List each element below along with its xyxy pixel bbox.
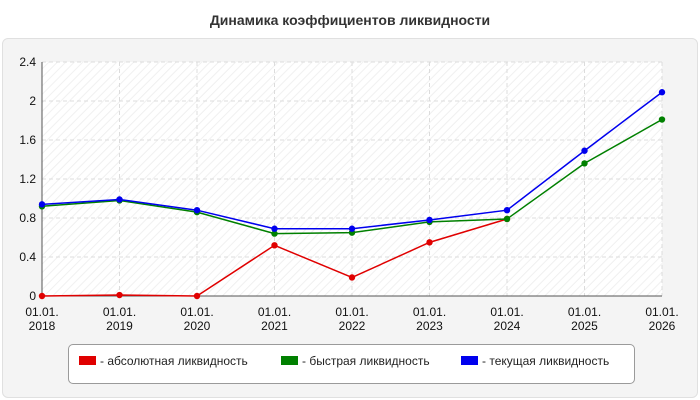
y-tick-label: 2.4 bbox=[19, 55, 36, 69]
data-point-2 bbox=[348, 225, 356, 232]
chart-title: Динамика коэффициентов ликвидности bbox=[209, 12, 491, 28]
legend-swatch-absolute bbox=[79, 356, 96, 366]
data-point-0 bbox=[38, 292, 46, 300]
x-tick-label: 01.01. 2026 bbox=[645, 305, 678, 333]
data-point-1 bbox=[658, 116, 666, 123]
data-point-0 bbox=[193, 292, 201, 300]
data-point-2 bbox=[503, 207, 511, 214]
legend-label-absolute: - абсолютная ликвидность bbox=[100, 354, 248, 368]
grid-lines bbox=[42, 61, 663, 296]
data-point-2 bbox=[193, 207, 201, 214]
data-point-1 bbox=[271, 230, 278, 237]
y-tick-label: 2 bbox=[29, 94, 36, 108]
y-tick-label: 1.2 bbox=[19, 172, 36, 186]
legend-item-quick: - быстрая ликвидность bbox=[281, 354, 430, 368]
legend-item-current: - текущая ликвидность bbox=[461, 354, 609, 368]
data-point-2 bbox=[271, 225, 278, 232]
data-point-0 bbox=[426, 239, 433, 246]
legend-label-current: - текущая ликвидность bbox=[482, 354, 610, 368]
y-tick-label: 1.6 bbox=[19, 133, 36, 147]
y-tick-label: 0.8 bbox=[19, 211, 36, 225]
data-point-1 bbox=[581, 160, 588, 167]
data-point-1 bbox=[503, 215, 511, 223]
data-point-0 bbox=[271, 242, 278, 249]
legend-swatch-current bbox=[461, 356, 478, 366]
y-tick-label: 0 bbox=[29, 289, 36, 303]
legend-item-absolute: - абсолютная ликвидность bbox=[79, 354, 248, 368]
x-tick-label: 01.01. 2024 bbox=[490, 305, 523, 333]
x-tick-label: 01.01. 2019 bbox=[103, 305, 136, 333]
tick-labels: 0 0.4 0.8 1.2 1.6 2 2.4 01.01. 2018 01.01. 2019 01.… bbox=[19, 55, 678, 333]
data-point-0 bbox=[348, 274, 356, 281]
x-tick-label: 01.01. 2022 bbox=[335, 305, 368, 333]
x-tick-label: 01.01. 2020 bbox=[180, 305, 213, 333]
x-tick-label: 01.01. 2025 bbox=[568, 305, 601, 333]
legend: - абсолютная ликвидность - быстрая ликви… bbox=[68, 344, 635, 384]
legend-swatch-quick bbox=[281, 356, 298, 366]
data-point-2 bbox=[38, 201, 46, 208]
legend-label-quick: - быстрая ликвидность bbox=[302, 354, 430, 368]
x-tick-label: 01.01. 2018 bbox=[25, 305, 58, 333]
data-point-0 bbox=[116, 291, 123, 299]
data-point-2 bbox=[426, 216, 433, 224]
data-point-2 bbox=[581, 147, 588, 154]
x-tick-label: 01.01. 2021 bbox=[258, 305, 291, 333]
data-point-2 bbox=[116, 196, 123, 203]
series-lines bbox=[38, 89, 666, 300]
data-point-2 bbox=[658, 89, 666, 96]
y-tick-label: 0.4 bbox=[19, 250, 36, 264]
x-tick-label: 01.01. 2023 bbox=[413, 305, 446, 333]
